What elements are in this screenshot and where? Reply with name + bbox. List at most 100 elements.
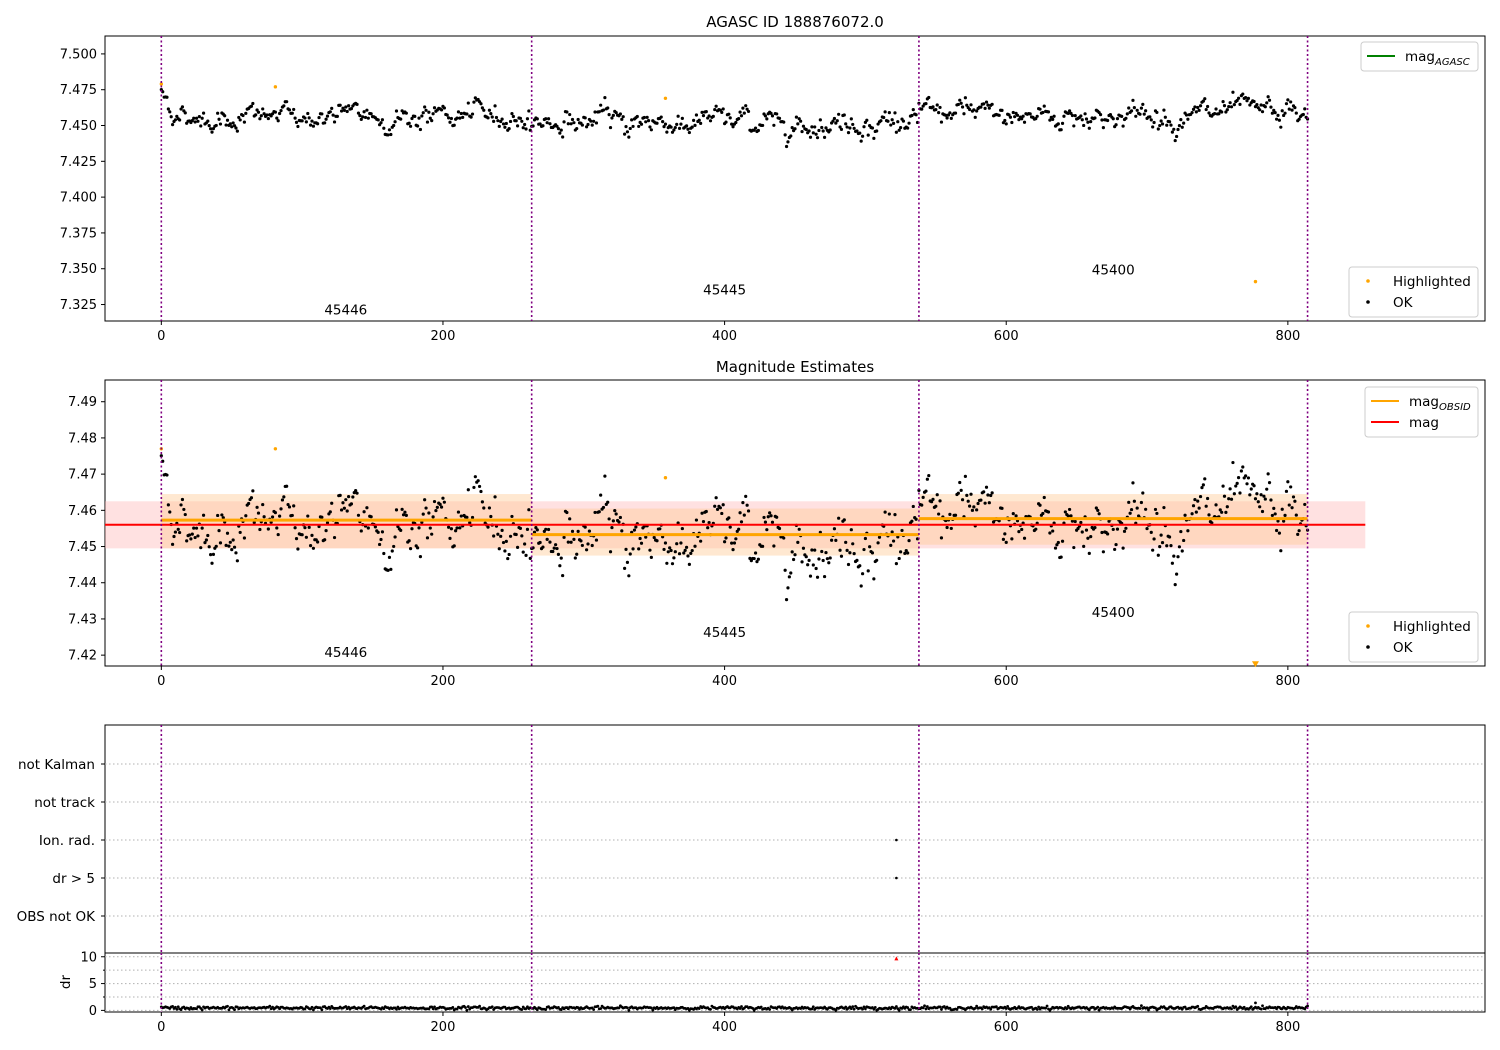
p1-ok-point — [639, 122, 644, 126]
p2-ok-point — [741, 501, 745, 505]
p1-ok-point — [960, 105, 965, 109]
p1-ok-point — [810, 125, 814, 129]
p2-ok-point — [682, 551, 686, 555]
p2-ok-point — [737, 527, 741, 531]
p2-ok-point — [689, 551, 693, 556]
p2-ok-point — [431, 515, 435, 519]
p2-ok-point — [247, 501, 251, 506]
p1-ok-point — [1267, 98, 1272, 102]
p1-ok-point — [1193, 105, 1197, 109]
p1-ok-point — [1100, 118, 1104, 122]
p1-ok-point — [392, 123, 396, 128]
p2-ok-point — [492, 534, 496, 538]
p1-ok-point — [1221, 100, 1225, 104]
p1-ok-point — [358, 114, 362, 118]
p1-ok-point — [931, 105, 935, 109]
p2-ok-point — [907, 539, 911, 543]
p2-ok-point — [200, 526, 204, 530]
p2-ok-point — [673, 550, 677, 554]
p2-ok-point — [975, 508, 979, 512]
p1-ok-point — [482, 108, 486, 112]
p1-ok-point — [1048, 118, 1052, 122]
p1-ok-point — [1194, 110, 1198, 114]
p1-ok-point — [365, 108, 369, 112]
p1-ok-point — [818, 118, 822, 122]
p1-ok-point — [323, 121, 327, 125]
p2-ok-point — [273, 511, 277, 515]
p1-ok-point — [446, 116, 451, 120]
p1-ok-point — [782, 120, 786, 124]
p4-dr-point — [709, 1007, 712, 1011]
p4-dr-point — [975, 1004, 979, 1008]
p1-ok-point — [724, 120, 728, 124]
p2-ok-point — [601, 505, 606, 510]
p1-xtick-label: 200 — [431, 329, 456, 344]
p1-ok-point — [324, 117, 328, 121]
p2-ok-point — [392, 544, 396, 549]
p1-ok-point — [356, 111, 361, 115]
p2-ok-point — [407, 539, 411, 543]
p1-ok-point — [331, 113, 335, 117]
p1-ok-point — [593, 110, 597, 114]
p1-ok-point — [1207, 111, 1211, 115]
p1-ok-point — [625, 130, 630, 134]
p2-ok-point — [658, 527, 662, 531]
p2-ok-point — [403, 510, 407, 514]
p2-ok-point — [1053, 546, 1058, 550]
p1-ok-point — [801, 124, 806, 128]
p2-ok-point — [293, 526, 297, 530]
p2-ok-point — [256, 511, 261, 515]
p1-ok-point — [231, 121, 235, 125]
p2-ok-point — [1198, 494, 1203, 499]
p2-ok-point — [846, 562, 851, 567]
p1-ok-point — [1204, 107, 1208, 112]
p2-ok-point — [401, 513, 406, 517]
p1-ok-point — [983, 106, 987, 110]
p1-ok-point — [254, 113, 258, 117]
p1-ok-point — [424, 108, 428, 112]
p2-ok-point — [573, 556, 577, 560]
p1-ok-point — [394, 109, 399, 113]
p2-ok-point — [524, 553, 528, 557]
p4-dr-point — [1138, 1007, 1142, 1010]
p2-ok-point — [820, 549, 824, 554]
p4-dr-point — [466, 1005, 470, 1008]
p1-ok-point — [196, 119, 200, 123]
p1-ok-point — [1156, 127, 1160, 131]
p2-ok-point — [199, 546, 203, 550]
p2-ok-point — [1200, 486, 1204, 490]
p2-ok-point — [548, 540, 552, 544]
p1-ok-point — [879, 119, 883, 123]
p1-ok-point — [275, 116, 279, 120]
p2-ok-point — [278, 514, 282, 518]
p2-ok-point — [390, 549, 394, 553]
p1-ok-point — [561, 135, 565, 139]
p1-ok-point — [899, 126, 903, 130]
p1-ok-point — [423, 105, 427, 109]
panel2-title: Magnitude Estimates — [716, 358, 874, 376]
p2-ok-point — [872, 577, 876, 581]
p2-ok-point — [410, 527, 414, 531]
p1-ok-point — [417, 116, 421, 120]
p4-dr-point — [1096, 1005, 1100, 1009]
p1-ok-point — [1201, 99, 1205, 103]
p2-ok-point — [597, 510, 601, 514]
p4-dr-point — [328, 1007, 332, 1010]
p2-ok-point — [1297, 529, 1301, 533]
p1-ok-point — [469, 115, 473, 119]
p4-dr-point — [464, 1006, 467, 1009]
p2-ok-point — [972, 505, 976, 509]
p1-ok-point — [594, 121, 599, 125]
p1-ok-point — [575, 126, 579, 131]
p4-dr-point — [596, 1004, 600, 1008]
p2-ok-point — [382, 551, 386, 556]
p2-ok-point — [179, 503, 183, 507]
p4-dr-point — [834, 1008, 838, 1012]
p1-ok-point — [1086, 120, 1090, 124]
p2-ok-point — [399, 528, 403, 532]
p2-ok-point — [611, 519, 615, 523]
p4-dr-point — [852, 1007, 856, 1011]
p1-ok-point — [258, 117, 262, 121]
p1-ok-point — [425, 120, 430, 124]
p1-ok-point — [697, 118, 701, 122]
